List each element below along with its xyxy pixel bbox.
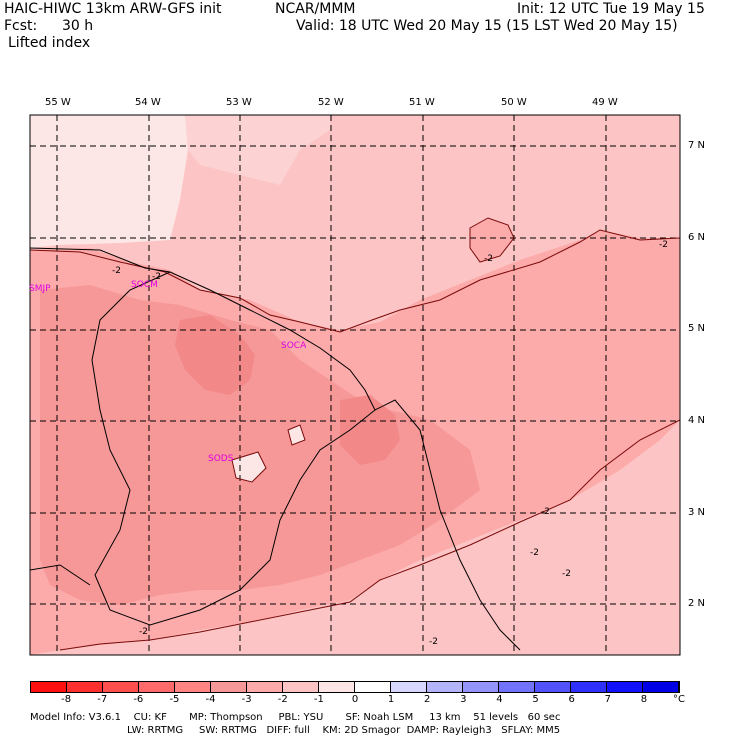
colorbar-label: 6	[568, 694, 575, 705]
lat-label: 7 N	[688, 140, 706, 151]
shade-minus2-blob	[470, 218, 514, 262]
colorbar-swatch	[319, 682, 355, 692]
contour-label: -2	[139, 627, 148, 637]
colorbar-swatch	[463, 682, 499, 692]
lon-label: 49 W	[592, 97, 618, 108]
contour-label: -2	[659, 240, 668, 250]
model-info-line2: LW: RRTMG SW: RRTMG DIFF: full KM: 2D Sm…	[127, 725, 561, 736]
colorbar-label: 8	[640, 694, 648, 705]
colorbar-swatch	[139, 682, 175, 692]
colorbar-label: -5	[169, 694, 180, 705]
colorbar-label: -3	[241, 694, 252, 705]
forecast-hours: 30 h	[62, 18, 94, 34]
graticule	[30, 115, 680, 655]
colorbar-label: 4	[496, 694, 503, 705]
lat-label: 3 N	[688, 507, 706, 518]
center-label: NCAR/MMM	[275, 1, 356, 17]
init-time: Init: 12 UTC Tue 19 May 15	[517, 1, 705, 17]
colorbar-label: 5	[532, 694, 539, 705]
colorbar-label: 3	[460, 694, 467, 705]
model-title: HAIC-HIWC 13km ARW-GFS init	[4, 1, 222, 17]
colorbar-swatch	[499, 682, 535, 692]
colorbar-swatch	[31, 682, 67, 692]
colorbar-swatch	[283, 682, 319, 692]
station-soca: SOCA	[281, 341, 307, 351]
colorbar-label: 0	[351, 694, 359, 705]
colorbar-label: -6	[133, 694, 144, 705]
colorbar-swatch	[103, 682, 139, 692]
map-frame	[29, 114, 681, 656]
contour-label: -2	[152, 272, 161, 282]
colorbar-label: 7	[604, 694, 611, 705]
colorbar-swatch	[607, 682, 643, 692]
lon-label: 54 W	[135, 97, 161, 108]
contour-label: -2	[541, 507, 550, 517]
colorbar-label: 1	[387, 694, 395, 705]
colorbar-swatch	[643, 682, 679, 692]
colorbar-label: -7	[97, 694, 108, 705]
shade-minus3-minus2	[40, 285, 480, 605]
coastline	[30, 247, 521, 651]
colorbar-swatch	[211, 682, 247, 692]
colorbar-swatch	[571, 682, 607, 692]
forecast-label: Fcst:	[4, 18, 38, 34]
shade-positive-cell	[288, 425, 305, 445]
colorbar-swatch	[247, 682, 283, 692]
shade-light-north	[185, 115, 330, 185]
lon-label: 55 W	[45, 97, 71, 108]
model-info-line1: Model Info: V3.6.1 CU: KF MP: Thompson P…	[30, 712, 561, 723]
colorbar-unit: °C	[673, 694, 685, 705]
station-sods: SODS	[208, 454, 234, 464]
valid-time: Valid: 18 UTC Wed 20 May 15 (15 LST Wed …	[296, 18, 678, 34]
lon-label: 51 W	[409, 97, 435, 108]
lon-label: 53 W	[226, 97, 252, 108]
contour-label: -2	[112, 266, 121, 276]
station-smjp: SMJP	[29, 284, 51, 294]
contour-label: -2	[484, 254, 493, 264]
colorbar-labels: -8 -7 -6 -5 -4 -3 -2 -1 0 1 2 3 4 5 6 7 …	[0, 694, 740, 708]
colorbar-label: 2	[424, 694, 431, 705]
contour-label: -2	[429, 637, 438, 647]
station-socm: SOCM	[131, 280, 158, 290]
colorbar-swatch	[355, 682, 391, 692]
contour-label: -2	[562, 569, 571, 579]
colorbar	[30, 681, 680, 693]
colorbar-swatch	[427, 682, 463, 692]
colorbar-swatch	[535, 682, 571, 692]
lat-label: 4 N	[688, 415, 706, 426]
colorbar-label: -1	[313, 694, 324, 705]
lat-label: 2 N	[688, 598, 706, 609]
colorbar-label: -4	[205, 694, 216, 705]
shade-zero-one	[30, 115, 188, 248]
lat-label: 5 N	[688, 323, 706, 334]
shade-minus4-patch	[340, 395, 400, 465]
colorbar-swatch	[391, 682, 427, 692]
colorbar-swatch	[67, 682, 103, 692]
field-name: Lifted index	[8, 35, 91, 51]
lon-label: 50 W	[501, 97, 527, 108]
lat-label: 6 N	[688, 232, 706, 243]
colorbar-label: -8	[61, 694, 72, 705]
colorbar-label: -2	[277, 694, 288, 705]
colorbar-swatch	[175, 682, 211, 692]
shade-minus4-patch	[175, 315, 255, 395]
lon-label: 52 W	[318, 97, 344, 108]
contour-label: -2	[530, 548, 539, 558]
